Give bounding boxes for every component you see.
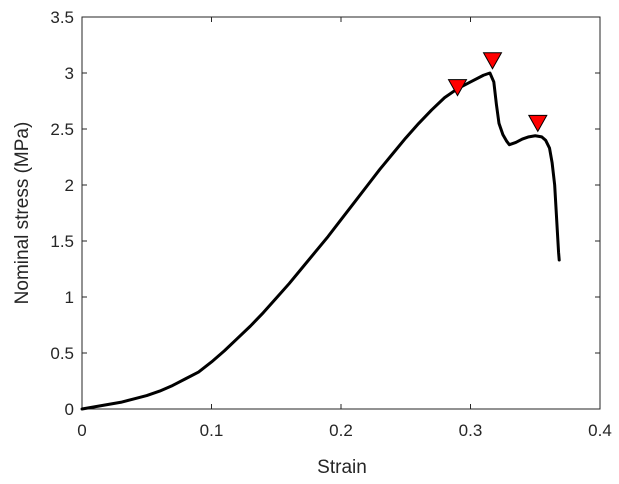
y-tick-label: 0.5 — [50, 344, 74, 363]
y-tick-label: 0 — [65, 400, 74, 419]
y-tick-label: 2 — [65, 176, 74, 195]
y-axis-label: Nominal stress (MPa) — [12, 122, 33, 305]
series-line-0 — [80, 71, 561, 411]
x-tick-label: 0.4 — [588, 421, 612, 440]
y-tick-label: 1.5 — [50, 232, 74, 251]
peak-marker-3 — [527, 114, 548, 133]
x-tick-label: 0.2 — [329, 421, 353, 440]
peak-marker-1 — [447, 79, 468, 97]
y-tick-label: 1 — [65, 288, 74, 307]
peak-marker-2 — [482, 52, 503, 70]
x-tick-label: 0.3 — [459, 421, 483, 440]
x-tick-label: 0 — [77, 421, 86, 440]
y-tick-label: 3 — [65, 64, 74, 83]
axes-box — [81, 16, 601, 410]
y-tick-label: 2.5 — [50, 120, 74, 139]
x-tick-label: 0.1 — [200, 421, 224, 440]
y-tick-label: 3.5 — [50, 8, 74, 27]
x-axis-label: Strain — [317, 457, 367, 478]
